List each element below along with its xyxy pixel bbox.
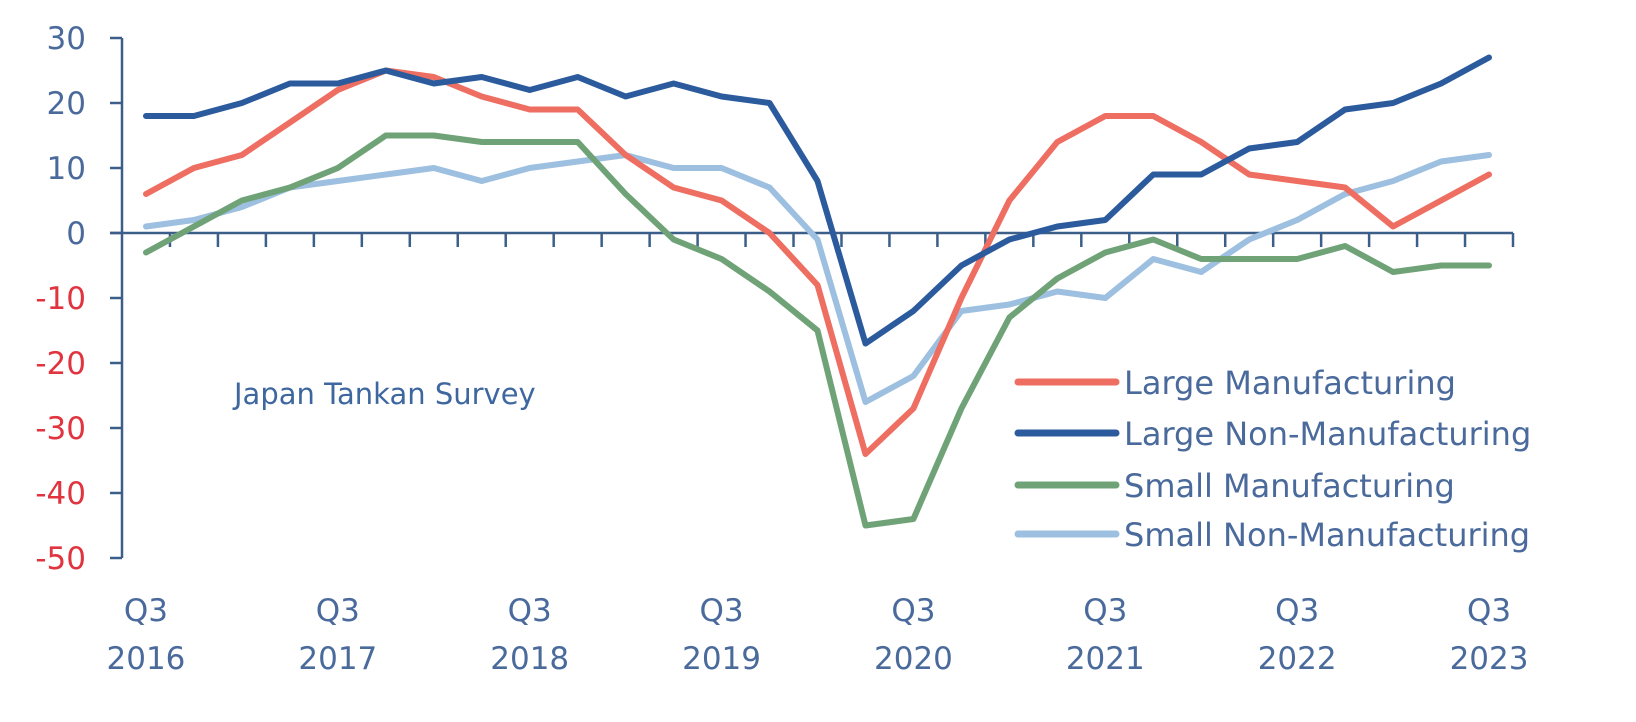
y-tick-label: 30 [47, 21, 86, 57]
x-tick-label-quarter: Q3 [316, 593, 360, 629]
x-tick-label-year: 2018 [490, 641, 569, 677]
y-tick-label: -10 [35, 281, 86, 317]
x-tick-label-quarter: Q3 [124, 593, 168, 629]
chart-title: Japan Tankan Survey [232, 377, 536, 411]
legend-item-large-non-manufacturing: Large Non-Manufacturing [1014, 415, 1531, 453]
x-tick-label-quarter: Q3 [891, 593, 935, 629]
y-tick-label: -20 [35, 346, 86, 382]
y-tick-label: -40 [35, 476, 86, 512]
x-tick-label-year: 2023 [1450, 641, 1529, 677]
y-tick-label: 10 [47, 151, 86, 187]
legend-item-large-manufacturing: Large Manufacturing [1014, 364, 1456, 402]
y-tick-label: -50 [35, 541, 86, 577]
x-tick-label-year: 2021 [1066, 641, 1145, 677]
x-tick-label-year: 2020 [874, 641, 953, 677]
x-tick-label-year: 2017 [298, 641, 377, 677]
series-lines [143, 54, 1492, 529]
series-line-small-manufacturing [143, 132, 1492, 529]
legend-label: Small Non-Manufacturing [1124, 516, 1530, 554]
x-tick-label-quarter: Q3 [1467, 593, 1511, 629]
x-tick-label-quarter: Q3 [1083, 593, 1127, 629]
x-tick-label-quarter: Q3 [508, 593, 552, 629]
y-tick-label: 20 [47, 86, 86, 122]
legend: Large Manufacturing Large Non-Manufacturi… [1014, 364, 1531, 554]
legend-label: Large Manufacturing [1124, 364, 1456, 402]
y-tick-label: -30 [35, 411, 86, 447]
y-tick-label: 0 [66, 216, 86, 252]
legend-item-small-manufacturing: Small Manufacturing [1014, 467, 1455, 505]
legend-label: Large Non-Manufacturing [1124, 415, 1531, 453]
x-tick-label-year: 2016 [107, 641, 186, 677]
series-line-small-non-manufacturing [143, 152, 1492, 405]
x-tick-label-year: 2022 [1258, 641, 1337, 677]
legend-label: Small Manufacturing [1124, 467, 1455, 505]
x-tick-label-quarter: Q3 [700, 593, 744, 629]
y-axis: 30 20 10 0 -10 -20 -30 -40 -50 [35, 21, 124, 577]
x-tick-label-year: 2019 [682, 641, 761, 677]
x-axis: Q3 2016 Q3 2017 Q3 2018 Q3 2019 Q3 2020 Q3 2021 Q3 20… [107, 231, 1529, 677]
legend-item-small-non-manufacturing: Small Non-Manufacturing [1014, 516, 1530, 554]
x-tick-label-quarter: Q3 [1275, 593, 1319, 629]
series-line-large-non-manufacturing [143, 54, 1492, 347]
